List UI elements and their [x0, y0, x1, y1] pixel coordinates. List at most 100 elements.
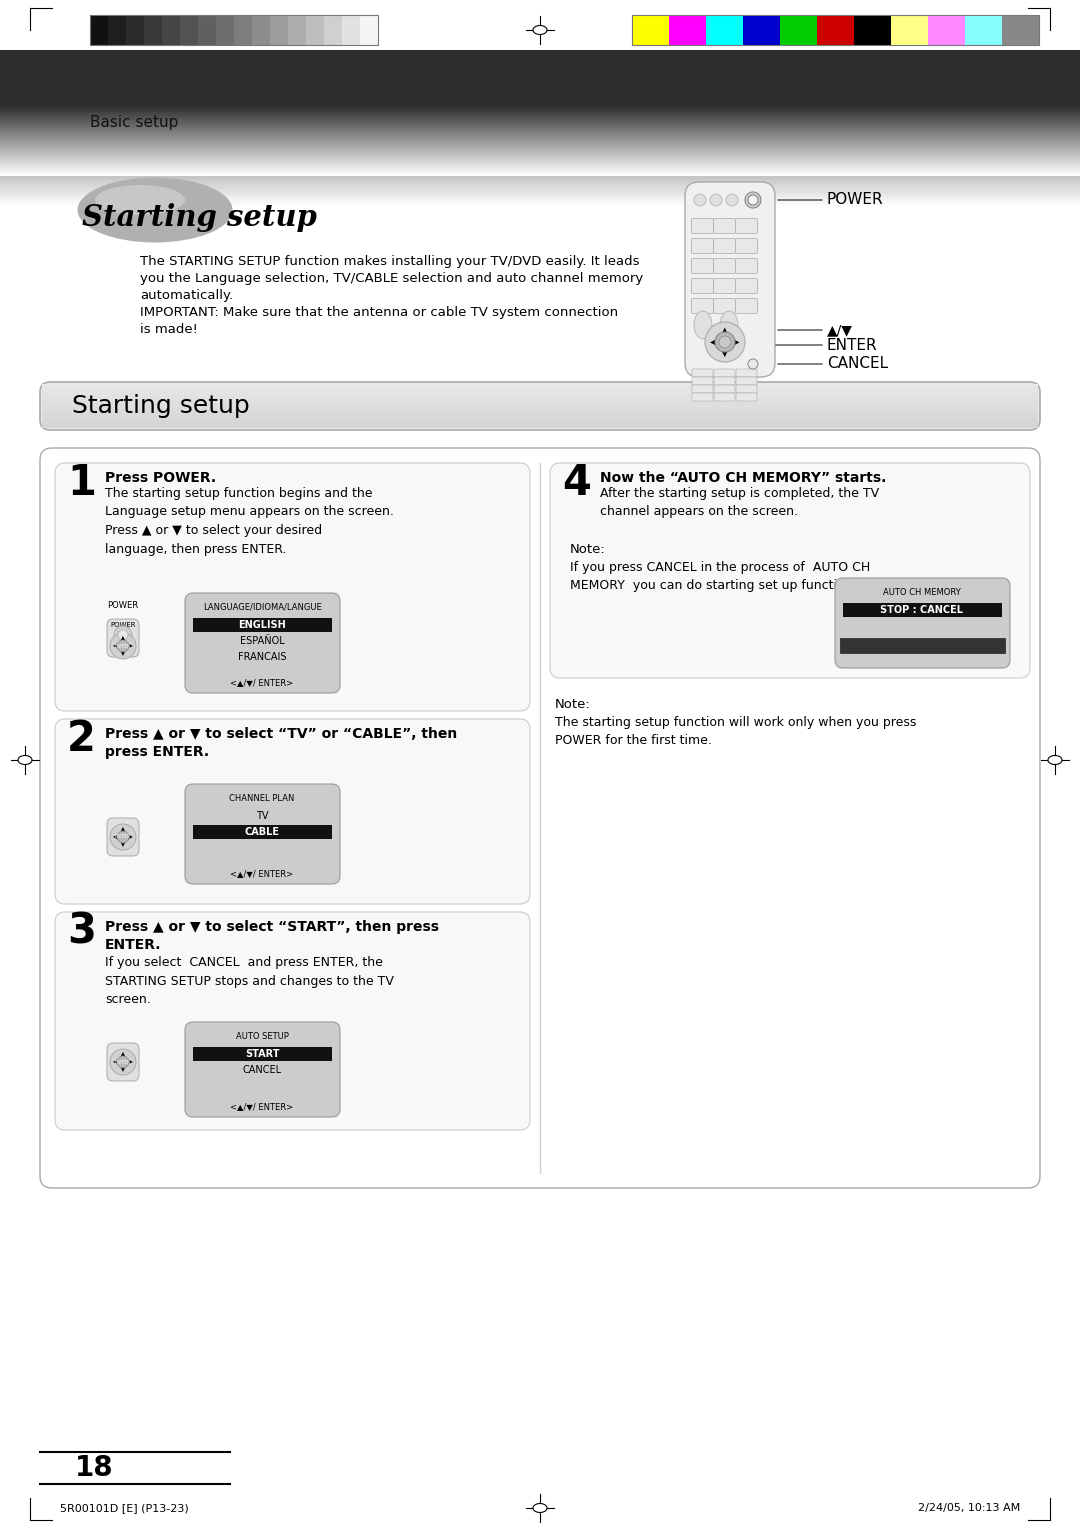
Circle shape	[114, 626, 132, 643]
Bar	[0, 145, 1080, 147]
Text: automatically.: automatically.	[140, 289, 233, 303]
Text: Press ▲ or ▼ to select “TV” or “CABLE”, then
press ENTER.: Press ▲ or ▼ to select “TV” or “CABLE”, …	[105, 727, 457, 759]
Text: ▼: ▼	[120, 839, 126, 848]
Bar	[0, 127, 1080, 128]
Bar	[252, 15, 270, 44]
Bar	[0, 173, 1080, 174]
Bar	[0, 122, 1080, 125]
Bar	[843, 604, 1002, 617]
FancyBboxPatch shape	[714, 278, 735, 293]
Bar	[0, 167, 1080, 168]
Text: ▲: ▲	[120, 1051, 126, 1059]
FancyBboxPatch shape	[714, 377, 735, 385]
Bar	[0, 113, 1080, 115]
Bar	[0, 139, 1080, 141]
Text: ▲: ▲	[120, 825, 126, 834]
Text: you the Language selection, TV/CABLE selection and auto channel memory: you the Language selection, TV/CABLE sel…	[140, 272, 644, 286]
Text: ENTER: ENTER	[114, 643, 131, 648]
Bar	[288, 15, 306, 44]
Text: CABLE: CABLE	[244, 827, 280, 837]
Bar	[0, 203, 1080, 205]
Circle shape	[710, 194, 723, 206]
Bar	[0, 134, 1080, 136]
Bar	[162, 15, 180, 44]
Bar	[0, 141, 1080, 142]
Circle shape	[110, 824, 136, 850]
Text: Starting setup: Starting setup	[82, 203, 316, 232]
Ellipse shape	[720, 312, 738, 339]
Bar	[0, 182, 1080, 185]
Bar	[0, 121, 1080, 124]
Bar	[0, 194, 1080, 196]
Bar	[0, 107, 1080, 108]
Text: ENTER: ENTER	[114, 1059, 131, 1065]
Bar	[0, 199, 1080, 202]
Circle shape	[118, 630, 129, 640]
Text: is made!: is made!	[140, 322, 198, 336]
FancyBboxPatch shape	[685, 182, 775, 377]
FancyBboxPatch shape	[691, 219, 714, 234]
Text: The starting setup function begins and the
Language setup menu appears on the sc: The starting setup function begins and t…	[105, 487, 394, 556]
Bar	[0, 203, 1080, 206]
Circle shape	[748, 196, 758, 205]
Text: 18: 18	[75, 1455, 113, 1482]
Bar	[632, 15, 1039, 44]
Ellipse shape	[78, 177, 232, 243]
FancyBboxPatch shape	[40, 382, 1040, 429]
Text: 1: 1	[67, 461, 96, 504]
Bar	[0, 50, 1080, 105]
Text: IMPORTANT: Make sure that the antenna or cable TV system connection: IMPORTANT: Make sure that the antenna or…	[140, 306, 618, 319]
Bar	[0, 168, 1080, 171]
Bar	[0, 177, 1080, 180]
FancyBboxPatch shape	[714, 258, 735, 274]
FancyBboxPatch shape	[107, 619, 139, 657]
Text: After the starting setup is completed, the TV
channel appears on the screen.: After the starting setup is completed, t…	[600, 487, 879, 518]
Bar	[0, 138, 1080, 139]
Bar	[0, 151, 1080, 153]
FancyBboxPatch shape	[735, 393, 757, 400]
Bar	[0, 112, 1080, 113]
Text: 5R00101D [E] (P13-23): 5R00101D [E] (P13-23)	[60, 1504, 189, 1513]
FancyBboxPatch shape	[550, 463, 1030, 678]
Bar	[0, 121, 1080, 122]
Circle shape	[715, 332, 735, 351]
Bar	[0, 170, 1080, 173]
Bar	[0, 162, 1080, 165]
Circle shape	[726, 194, 738, 206]
Text: The starting setup function will work only when you press
POWER for the first ti: The starting setup function will work on…	[555, 717, 916, 747]
Bar	[0, 148, 1080, 150]
Bar	[216, 15, 234, 44]
Bar	[0, 183, 1080, 186]
Bar	[306, 15, 324, 44]
Bar	[0, 130, 1080, 133]
Text: TV: TV	[256, 811, 268, 821]
Text: ◀: ◀	[113, 833, 119, 842]
Text: Note:: Note:	[570, 542, 606, 556]
FancyBboxPatch shape	[691, 278, 714, 293]
Bar	[0, 163, 1080, 167]
Bar	[90, 15, 108, 44]
Bar	[0, 180, 1080, 182]
FancyBboxPatch shape	[692, 393, 713, 400]
Bar	[0, 153, 1080, 154]
Text: ENTER: ENTER	[827, 338, 878, 353]
Text: 3: 3	[67, 911, 96, 953]
FancyBboxPatch shape	[714, 298, 735, 313]
Bar	[0, 182, 1080, 183]
FancyBboxPatch shape	[691, 258, 714, 274]
Text: If you select  CANCEL  and press ENTER, the
STARTING SETUP stops and changes to : If you select CANCEL and press ENTER, th…	[105, 957, 394, 1005]
FancyBboxPatch shape	[55, 463, 530, 711]
FancyBboxPatch shape	[735, 238, 757, 254]
Bar	[180, 15, 198, 44]
Bar	[0, 189, 1080, 191]
FancyBboxPatch shape	[692, 377, 713, 385]
Text: <▲/▼/ ENTER>: <▲/▼/ ENTER>	[230, 1103, 294, 1111]
Text: ▶: ▶	[127, 833, 133, 842]
Bar	[0, 136, 1080, 139]
FancyBboxPatch shape	[55, 912, 530, 1131]
Bar	[0, 118, 1080, 119]
Circle shape	[705, 322, 745, 362]
FancyBboxPatch shape	[735, 377, 757, 385]
Text: LANGUAGE/IDIOMA/LANGUE: LANGUAGE/IDIOMA/LANGUE	[203, 604, 322, 613]
FancyBboxPatch shape	[691, 238, 714, 254]
